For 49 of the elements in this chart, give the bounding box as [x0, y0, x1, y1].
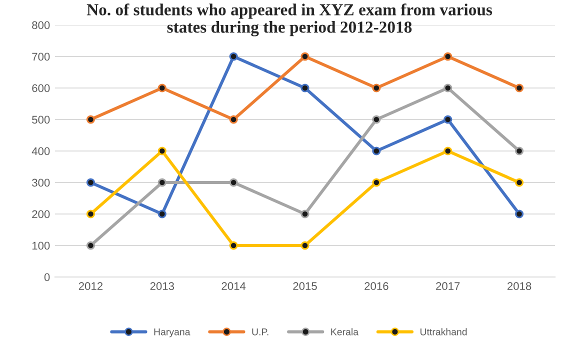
- x-tick-label: 2013: [150, 282, 174, 290]
- point: [229, 241, 238, 250]
- point: [300, 241, 310, 250]
- point: [158, 178, 166, 187]
- y-tick-label: 700: [32, 52, 50, 61]
- point: [372, 84, 381, 92]
- point: [514, 84, 524, 92]
- point: [514, 178, 524, 187]
- legend-label: Kerala: [331, 328, 359, 336]
- point: [444, 84, 452, 92]
- chart-title: No. of students who appeared in XYZ exam from various states during the period 2012-2018: [86, 3, 492, 36]
- point: [372, 146, 381, 156]
- x-tick-label: 2015: [293, 282, 317, 290]
- point: [86, 115, 96, 124]
- point: [86, 241, 96, 250]
- y-tick-label: 200: [32, 210, 50, 218]
- y-tick-label: 0: [44, 273, 50, 282]
- x-tick-label: 2016: [364, 282, 388, 290]
- point: [372, 178, 381, 187]
- y-tick-label: 100: [32, 242, 50, 250]
- point: [444, 52, 452, 61]
- x-tick-label: 2014: [222, 282, 246, 290]
- point: [158, 84, 166, 92]
- y-tick-label: 600: [32, 84, 50, 92]
- point: [514, 210, 524, 218]
- legend-label: Uttrakhand: [420, 328, 467, 336]
- x-tick-label: 2017: [436, 282, 460, 290]
- y-tick-label: 500: [32, 116, 50, 124]
- point: [229, 115, 238, 124]
- y-tick-label: 800: [32, 21, 50, 30]
- y-tick-label: 400: [32, 147, 50, 156]
- point: [86, 210, 96, 218]
- point: [229, 178, 238, 187]
- x-tick-label: 2018: [507, 282, 532, 290]
- point: [372, 115, 381, 124]
- point: [300, 52, 310, 61]
- point: [158, 146, 166, 156]
- x-tick-label: 2012: [78, 282, 103, 290]
- point: [300, 210, 310, 218]
- legend-label: U.P.: [252, 328, 268, 336]
- point: [300, 84, 310, 92]
- legend-label: Haryana: [154, 328, 190, 338]
- point: [229, 52, 238, 61]
- y-tick-label: 300: [32, 178, 50, 187]
- point: [444, 115, 452, 124]
- point: [444, 146, 452, 156]
- point: [86, 178, 96, 187]
- point: [514, 146, 524, 156]
- point: [158, 210, 166, 218]
